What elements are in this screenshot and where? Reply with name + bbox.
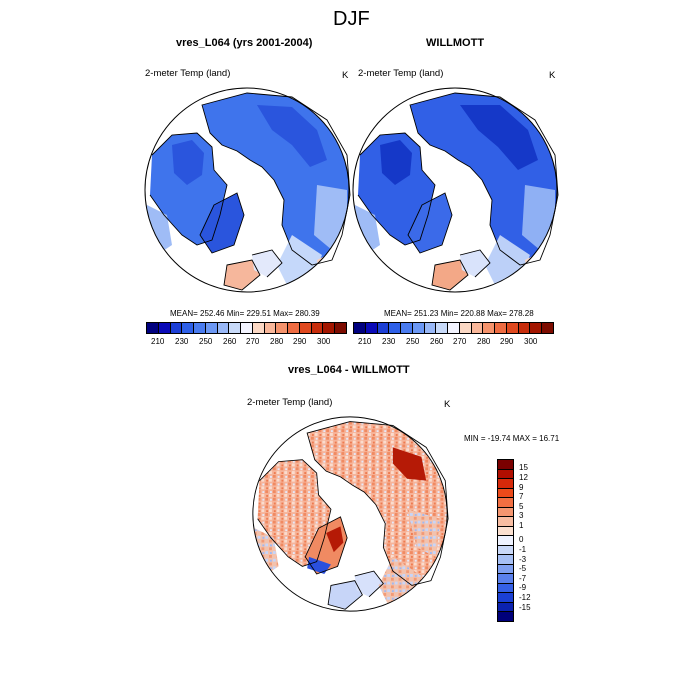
- panel-1-colorbar-labels: 210 230 250 260 270 280 290 300: [146, 337, 346, 349]
- panel-1-stats: MEAN= 252.46 Min= 229.51 Max= 280.39: [170, 309, 320, 318]
- colorbar-label: 210: [358, 337, 372, 346]
- colorbar-label: 210: [151, 337, 165, 346]
- diff-variable-label: 2-meter Temp (land): [247, 397, 333, 408]
- colorbar-label: -1: [519, 545, 527, 554]
- diff-colorbar-labels: 15 12 9 7 5 3 1 0 -1 -3 -5 -7 -9 -12 -15: [519, 459, 549, 621]
- colorbar-label: 300: [524, 337, 538, 346]
- colorbar-segments: [146, 322, 347, 334]
- colorbar-label: -7: [519, 574, 527, 583]
- colorbar-label: -12: [519, 593, 531, 602]
- colorbar-label: 280: [270, 337, 284, 346]
- colorbar-label: 290: [500, 337, 514, 346]
- colorbar-label: 270: [246, 337, 260, 346]
- panel-2-stats: MEAN= 251.23 Min= 220.88 Max= 278.28: [384, 309, 534, 318]
- colorbar-label: 300: [317, 337, 331, 346]
- colorbar-label: 250: [199, 337, 213, 346]
- panel-2-colorbar: [353, 322, 554, 334]
- panel-2-polar-map: [352, 87, 559, 293]
- colorbar-segments: [353, 322, 554, 334]
- panel-2-colorbar-labels: 210 230 250 260 270 280 290 300: [353, 337, 553, 349]
- colorbar-label: 15: [519, 463, 528, 472]
- main-title: DJF: [333, 8, 370, 30]
- panel-1-polar-map: [144, 87, 351, 293]
- colorbar-swatch: [541, 322, 554, 334]
- diff-title: vres_L064 - WILLMOTT: [288, 364, 410, 376]
- colorbar-label: 12: [519, 473, 528, 482]
- panel-1-colorbar: [146, 322, 347, 334]
- panel-2-variable-label: 2-meter Temp (land): [358, 68, 444, 79]
- colorbar-label: 230: [382, 337, 396, 346]
- colorbar-label: 260: [223, 337, 237, 346]
- colorbar-label: 7: [519, 492, 524, 501]
- colorbar-label: 0: [519, 535, 524, 544]
- colorbar-label: 5: [519, 502, 524, 511]
- colorbar-label: 250: [406, 337, 420, 346]
- panel-1-variable-label: 2-meter Temp (land): [145, 68, 231, 79]
- colorbar-label: 1: [519, 521, 524, 530]
- colorbar-label: -3: [519, 555, 527, 564]
- panel-1-units: K: [342, 70, 349, 81]
- panel-2-units: K: [549, 70, 556, 81]
- colorbar-label: 260: [430, 337, 444, 346]
- colorbar-label: 3: [519, 511, 524, 520]
- colorbar-label: 230: [175, 337, 189, 346]
- colorbar-swatch: [334, 322, 347, 334]
- colorbar-label: -5: [519, 564, 527, 573]
- colorbar-label: 290: [293, 337, 307, 346]
- colorbar-swatch: [497, 611, 514, 622]
- diff-polar-map: [252, 416, 449, 612]
- colorbar-label: -15: [519, 603, 531, 612]
- panel-2-title: WILLMOTT: [426, 37, 485, 49]
- colorbar-segments: [497, 459, 514, 622]
- colorbar-label: 9: [519, 483, 524, 492]
- colorbar-label: 280: [477, 337, 491, 346]
- diff-colorbar: [497, 459, 514, 622]
- diff-units: K: [444, 399, 451, 410]
- colorbar-label: -9: [519, 583, 527, 592]
- panel-1-title: vres_L064 (yrs 2001-2004): [176, 37, 313, 49]
- diff-stats: MIN = -19.74 MAX = 16.71: [464, 434, 560, 443]
- colorbar-label: 270: [453, 337, 467, 346]
